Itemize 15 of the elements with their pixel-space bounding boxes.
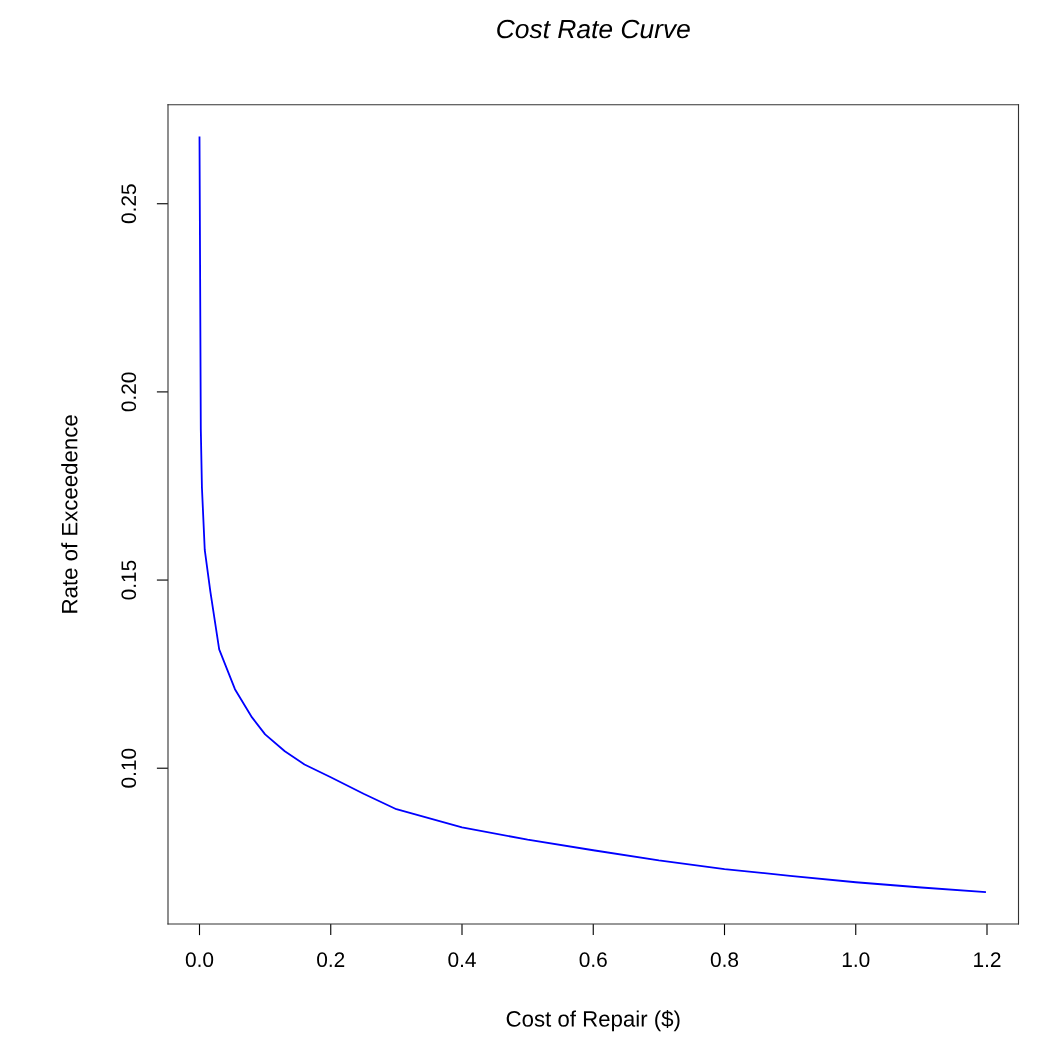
y-tick-label: 0.25 xyxy=(121,184,137,224)
y-tick-label: 0.10 xyxy=(121,748,137,788)
line-series xyxy=(198,136,986,893)
x-tick-label: 0.8 xyxy=(710,952,739,968)
chart-title: Cost Rate Curve xyxy=(497,19,690,39)
x-tick-label: 0.0 xyxy=(185,952,214,968)
x-tick-label: 1.0 xyxy=(842,952,870,968)
x-axis-title: Cost of Repair ($) xyxy=(506,1010,680,1032)
y-tick-label: 0.15 xyxy=(121,560,137,600)
x-tick-label: 1.2 xyxy=(974,952,1001,967)
x-tick-label: 0.6 xyxy=(579,952,607,968)
x-tick-label: 0.2 xyxy=(317,952,345,968)
x-tick-label: 0.4 xyxy=(448,952,476,968)
y-axis-title: Rate of Exceedence xyxy=(61,415,78,613)
y-tick-label: 0.20 xyxy=(121,372,137,412)
